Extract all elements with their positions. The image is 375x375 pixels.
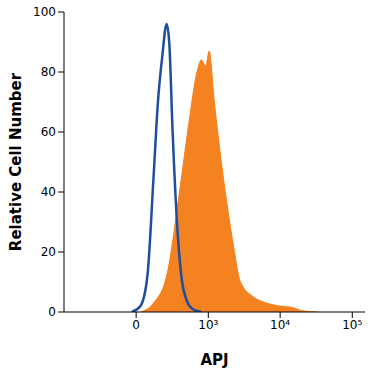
svg-text:100: 100 [33,5,56,19]
svg-text:APJ: APJ [200,351,228,369]
svg-text:80: 80 [41,65,56,79]
svg-text:20: 20 [41,245,56,259]
svg-text:10³: 10³ [198,318,218,332]
svg-text:10⁵: 10⁵ [342,318,362,332]
svg-text:40: 40 [41,185,56,199]
svg-text:0: 0 [132,318,140,332]
svg-text:Relative Cell Number: Relative Cell Number [8,72,25,251]
svg-text:60: 60 [41,125,56,139]
svg-text:10⁴: 10⁴ [270,318,290,332]
svg-text:0: 0 [48,305,56,319]
